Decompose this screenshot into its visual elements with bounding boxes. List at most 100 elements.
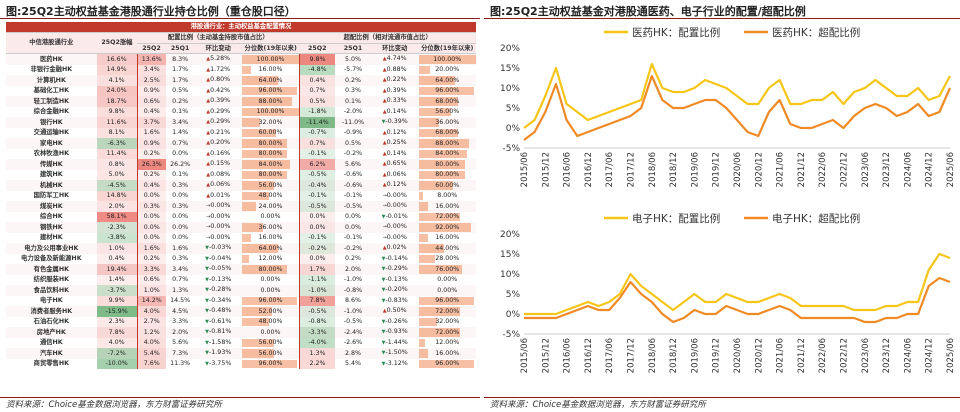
over-percentile-bar xyxy=(418,296,474,306)
over-q2: -1.8% xyxy=(298,106,336,118)
trend-arrow-icon: ▼ xyxy=(205,266,210,273)
over-percentile: 76.00% xyxy=(418,264,476,275)
over-change: ▼-0.20% xyxy=(371,285,419,296)
over-percentile-value: 8.00% xyxy=(437,192,458,200)
over-change: ▲0.12% xyxy=(371,180,419,191)
alloc-percentile-bar xyxy=(242,160,290,169)
alloc-percentile: 0.00% xyxy=(242,212,299,223)
alloc-percentile-bar xyxy=(242,349,274,358)
x-tick-label: 2022/12 xyxy=(840,152,850,187)
over-change-value: 0.00% xyxy=(386,223,407,231)
over-percentile-value: 16.00% xyxy=(435,202,460,210)
trend-arrow-icon: ▲ xyxy=(382,98,387,105)
alloc-q1: 1.7% xyxy=(172,66,189,74)
alloc-percentile-value: 80.00% xyxy=(258,150,283,158)
x-tick-label: 2017/06 xyxy=(605,152,615,187)
alloc-q1: 3.3% xyxy=(172,318,189,326)
trend-arrow-icon: ▲ xyxy=(382,129,387,136)
over-change-value: 0.14% xyxy=(386,107,407,115)
industry-name: 交通运输HK xyxy=(33,129,69,137)
table-row: 电子HK 9.9% 14.2% 14.5% ▼-0.34% 96.00% 7.8% 8.6% ▼… xyxy=(6,295,476,307)
alloc-change-value: 0.00% xyxy=(210,223,231,231)
over-percentile-value: 96.00% xyxy=(435,360,460,368)
over-percentile-value: 32.00% xyxy=(435,318,460,326)
over-percentile: 16.00% xyxy=(418,348,476,359)
table-row: 电力设备及新能源HK 0.4% 0.2% 0.3% ▼-0.04% 12.00% 0.0% 0… xyxy=(6,253,476,265)
trend-arrow-icon: ▼ xyxy=(205,350,210,357)
alloc-percentile-value: 56.00% xyxy=(258,339,283,347)
alloc-q1: 3.4% xyxy=(172,118,189,126)
trend-arrow-icon: ▼ xyxy=(205,245,210,252)
q2-return: -3.7% xyxy=(96,285,138,296)
alloc-q1: 0.1% xyxy=(172,171,189,179)
over-q1: -0.6% xyxy=(343,181,363,189)
alloc-percentile: 96.00% xyxy=(242,86,299,97)
trend-arrow-icon: ▲ xyxy=(382,245,387,252)
over-q1: 0.0% xyxy=(344,223,361,231)
over-q1: -2.0% xyxy=(343,108,363,116)
trend-arrow-icon: ▼ xyxy=(205,360,210,367)
industry-name: 电力及公用事业HK xyxy=(24,244,79,252)
table-row: 农林牧渔HK 11.4% 0.2% 0.0% ▲0.16% 80.00% -0.1% -0.2… xyxy=(6,148,476,160)
q2-return: 58.1% xyxy=(96,211,138,223)
over-percentile: 92.00% xyxy=(418,222,476,233)
industry-name: 计算机HK xyxy=(36,76,66,84)
alloc-percentile: 88.00% xyxy=(242,96,299,107)
trend-arrow-icon: ▲ xyxy=(382,182,387,189)
trend-arrow-icon: ▼ xyxy=(205,329,210,336)
over-percentile: 12.00% xyxy=(418,338,476,349)
over-percentile: 16.00% xyxy=(418,201,476,212)
alloc-percentile-value: 96.00% xyxy=(258,87,283,95)
alloc-q2: 2.7% xyxy=(136,316,166,328)
industry-name: 房地产HK xyxy=(36,328,66,336)
industry-holdings-table: 港股通行业：主动权益基金配置情况 中信港股通行业 25Q2涨幅 配置比例（主动基… xyxy=(6,22,476,370)
trend-arrow-icon: ▼ xyxy=(205,255,210,262)
alloc-q1: 0.2% xyxy=(172,97,189,105)
alloc-percentile-value: 48.00% xyxy=(258,318,283,326)
y-tick-label: 0% xyxy=(506,310,521,320)
over-q2: 0.7% xyxy=(298,138,336,149)
alloc-q2: 0.0% xyxy=(136,222,166,233)
q2-return: 9.9% xyxy=(96,295,138,307)
trend-arrow-icon: ▲ xyxy=(382,140,387,147)
alloc-q1: 0.3% xyxy=(172,202,189,210)
alloc-change-value: 0.08% xyxy=(210,170,231,178)
over-percentile: 32.00% xyxy=(418,317,476,328)
alloc-change-value: -0.04% xyxy=(209,254,232,262)
over-q1: -1.0% xyxy=(343,276,363,284)
alloc-change-value: 0.16% xyxy=(210,149,231,157)
over-q1: -1.0% xyxy=(343,307,363,315)
alloc-change: ▲0.29% xyxy=(194,107,242,118)
over-change-value: 0.14% xyxy=(386,149,407,157)
table-row: 煤炭HK 2.0% 0.3% 0.3% →0.00% 24.00% -0.5% -0.5% →0… xyxy=(6,201,476,212)
alloc-q1: 0.3% xyxy=(172,181,189,189)
over-percentile-bar xyxy=(418,170,465,180)
over-q1: 5.4% xyxy=(344,360,361,368)
alloc-percentile: 0.00% xyxy=(242,285,299,296)
alloc-change-value: -0.48% xyxy=(209,307,232,315)
alloc-percentile: 100.00% xyxy=(242,54,299,65)
alloc-change-value: 1.72% xyxy=(210,65,231,73)
over-percentile: 0.00% xyxy=(419,285,476,296)
trend-arrow-icon: ▲ xyxy=(206,171,211,178)
over-q1: -2.4% xyxy=(343,328,363,336)
table-row: 银行HK 11.6% 3.7% 3.4% ▲0.29% 32.00% -11.4% -11.0… xyxy=(6,117,476,128)
alloc-q1: 0.5% xyxy=(172,87,189,95)
over-q1: 8.6% xyxy=(344,297,361,305)
q2-return: 9.8% xyxy=(96,106,138,118)
over-change: ▼-0.14% xyxy=(371,254,419,265)
alloc-q1: 11.3% xyxy=(170,360,191,368)
over-percentile-value: 44.00% xyxy=(435,244,460,252)
series-line xyxy=(524,276,951,324)
alloc-change: ▲0.80% xyxy=(194,75,242,86)
x-tick-label: 2021/06 xyxy=(776,152,786,187)
over-percentile: 96.00% xyxy=(418,296,476,307)
trend-arrow-icon: ▲ xyxy=(206,56,211,63)
alloc-percentile: 48.00% xyxy=(242,317,299,328)
industry-name: 汽车HK xyxy=(39,349,63,357)
alloc-percentile-bar xyxy=(242,86,297,96)
over-change-value: -0.29% xyxy=(385,265,408,273)
table-row: 建材HK -3.8% 0.0% 0.0% →0.00% 16.00% -0.1% -0.1% →… xyxy=(6,232,476,244)
alloc-q2: 0.2% xyxy=(136,169,166,181)
alloc-q1: 0.3% xyxy=(172,255,189,263)
